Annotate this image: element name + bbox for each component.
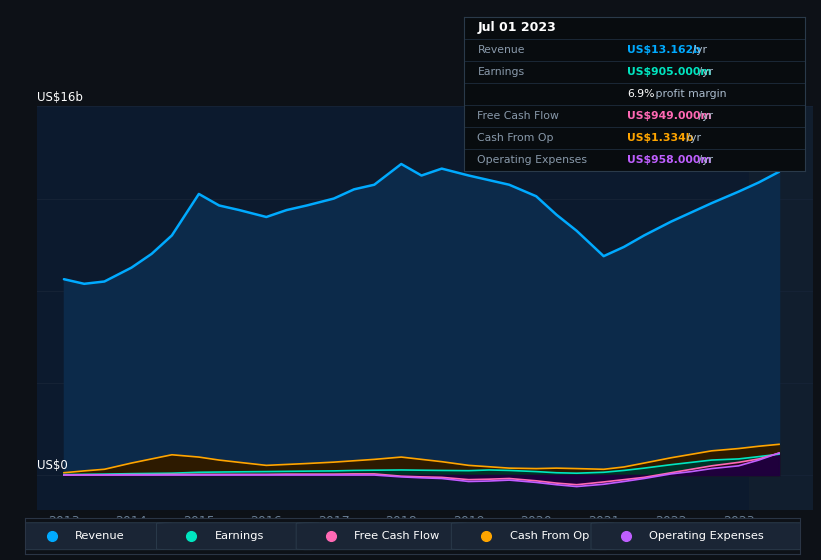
- Text: 6.9%: 6.9%: [627, 89, 655, 99]
- Bar: [749, 106, 821, 510]
- Text: profit margin: profit margin: [652, 89, 727, 99]
- Text: Free Cash Flow: Free Cash Flow: [355, 531, 439, 541]
- Text: US$0: US$0: [37, 459, 67, 472]
- FancyBboxPatch shape: [591, 522, 808, 550]
- FancyBboxPatch shape: [17, 522, 172, 550]
- Text: /yr: /yr: [695, 155, 713, 165]
- Text: Free Cash Flow: Free Cash Flow: [478, 111, 559, 121]
- Text: Cash From Op: Cash From Op: [478, 133, 554, 143]
- FancyBboxPatch shape: [452, 522, 614, 550]
- Text: Operating Expenses: Operating Expenses: [649, 531, 764, 541]
- Text: /yr: /yr: [695, 111, 713, 121]
- Text: US$1.334b: US$1.334b: [627, 133, 694, 143]
- Text: Operating Expenses: Operating Expenses: [478, 155, 588, 165]
- Text: Cash From Op: Cash From Op: [510, 531, 589, 541]
- Text: Jul 01 2023: Jul 01 2023: [478, 21, 557, 34]
- FancyBboxPatch shape: [296, 522, 467, 550]
- Text: US$949.000m: US$949.000m: [627, 111, 712, 121]
- Text: Earnings: Earnings: [215, 531, 264, 541]
- Text: Earnings: Earnings: [478, 67, 525, 77]
- Text: US$905.000m: US$905.000m: [627, 67, 712, 77]
- Text: /yr: /yr: [682, 133, 700, 143]
- Text: /yr: /yr: [695, 67, 713, 77]
- Text: US$13.162b: US$13.162b: [627, 45, 701, 55]
- Text: /yr: /yr: [689, 45, 707, 55]
- Text: US$16b: US$16b: [37, 91, 83, 104]
- FancyBboxPatch shape: [157, 522, 319, 550]
- Text: Revenue: Revenue: [478, 45, 525, 55]
- Text: Revenue: Revenue: [75, 531, 125, 541]
- Text: US$958.000m: US$958.000m: [627, 155, 712, 165]
